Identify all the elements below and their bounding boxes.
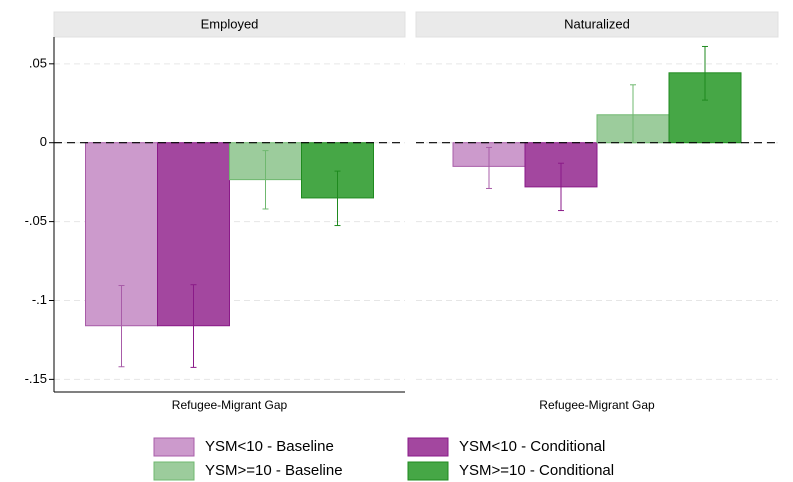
y-tick-label: .05 (29, 55, 47, 70)
legend-swatch (153, 437, 195, 457)
legend-swatch (407, 437, 449, 457)
y-tick-label: -.1 (32, 292, 47, 307)
y-tick-label: -.15 (25, 371, 47, 386)
y-tick-label: 0 (40, 134, 47, 149)
legend-label: YSM>=10 - Conditional (459, 462, 614, 479)
x-axis-label: Refugee-Migrant Gap (539, 398, 655, 412)
panel-header (415, 11, 779, 38)
legend-label: YSM<10 - Baseline (205, 438, 334, 455)
legend-label: YSM<10 - Conditional (459, 438, 605, 455)
panel-title: Employed (201, 16, 259, 31)
x-axis-label: Refugee-Migrant Gap (172, 398, 288, 412)
legend-label: YSM>=10 - Baseline (205, 462, 343, 479)
y-tick-label: -.05 (25, 213, 47, 228)
legend-swatch (153, 461, 195, 481)
legend-swatch (407, 461, 449, 481)
panel-header (53, 11, 406, 38)
panel-title: Naturalized (564, 16, 630, 31)
